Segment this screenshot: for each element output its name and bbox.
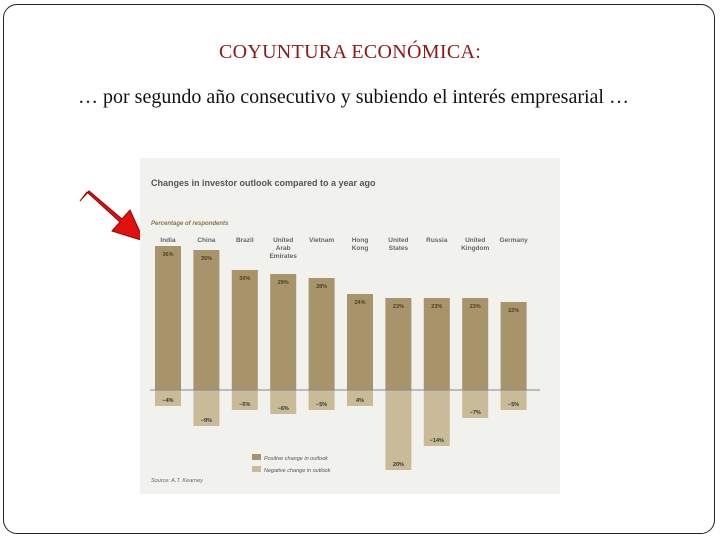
negative-bar <box>193 390 220 426</box>
positive-bar <box>385 298 412 390</box>
slide-body-text: … por segundo año consecutivo y subiendo… <box>78 86 629 108</box>
positive-data-label: 36% <box>162 252 173 258</box>
positive-data-label: 22% <box>508 308 519 314</box>
positive-data-label: 30% <box>239 276 250 282</box>
category-label: United States <box>388 237 408 252</box>
negative-bar <box>270 390 297 414</box>
positive-bar <box>231 270 258 390</box>
positive-bar <box>270 274 297 390</box>
positive-bar <box>347 294 373 390</box>
negative-bar <box>385 390 412 470</box>
category-label: India <box>160 237 176 244</box>
category-label: China <box>197 237 215 244</box>
y-axis-label: Percentage of respondents <box>151 221 229 227</box>
category-label: Hong Kong <box>352 237 369 252</box>
negative-bar <box>423 390 450 446</box>
negative-data-label: 20% <box>393 462 404 468</box>
positive-bar <box>500 302 527 390</box>
slide-title: COYUNTURA ECONÓMICA: <box>218 41 482 63</box>
red-arrow-icon <box>79 190 145 242</box>
legend-label-negative: Negative change in outlook <box>264 468 331 474</box>
positive-bar <box>308 278 335 390</box>
chart-svg: Changes in investor outlook compared to … <box>140 158 560 494</box>
negative-data-label: −9% <box>201 418 212 424</box>
negative-data-label: −5% <box>316 402 327 408</box>
positive-bar <box>193 250 220 390</box>
positive-bar <box>155 246 181 390</box>
legend: Positive change in outlook Negative chan… <box>252 454 331 474</box>
positive-data-label: 23% <box>393 304 404 310</box>
negative-bar <box>347 390 373 406</box>
chart-title: Changes in investor outlook compared to … <box>151 178 376 188</box>
negative-data-label: −5% <box>239 402 250 408</box>
legend-label-positive: Positive change in outlook <box>264 456 328 462</box>
negative-bar <box>231 390 258 410</box>
negative-data-label: −6% <box>278 406 289 412</box>
negative-data-label: −14% <box>430 438 444 444</box>
category-label: Brazil <box>236 237 254 244</box>
negative-bar <box>308 390 335 410</box>
positive-bar <box>462 298 489 390</box>
category-label: United Kingdom <box>461 237 489 252</box>
positive-bar <box>423 298 450 390</box>
positive-data-label: 35% <box>201 256 212 262</box>
positive-data-label: 23% <box>431 304 442 310</box>
investor-outlook-chart: Changes in investor outlook compared to … <box>140 158 560 499</box>
category-label: Germany <box>500 237 529 244</box>
negative-bar <box>462 390 489 418</box>
category-label: Vietnam <box>309 237 334 244</box>
negative-data-label: −7% <box>470 410 481 416</box>
positive-data-label: 23% <box>470 304 481 310</box>
chart-source: Source: A.T. Kearney <box>151 478 204 484</box>
red-arrow-shape <box>79 190 145 242</box>
negative-bar <box>500 390 527 410</box>
positive-data-label: 24% <box>354 300 365 306</box>
negative-data-label: −4% <box>162 398 173 404</box>
negative-bar <box>155 390 181 406</box>
category-label: United Arab Emirates <box>269 237 297 260</box>
positive-data-label: 28% <box>316 284 327 290</box>
bars-group: India 36% −4% China 35% −9% Brazil 30% −5% United… <box>155 237 528 470</box>
legend-swatch-positive <box>252 454 261 460</box>
negative-data-label: −5% <box>508 402 519 408</box>
legend-swatch-negative <box>252 466 261 472</box>
positive-data-label: 29% <box>278 280 289 286</box>
negative-data-label: 4% <box>356 398 364 404</box>
category-label: Russia <box>426 237 448 244</box>
